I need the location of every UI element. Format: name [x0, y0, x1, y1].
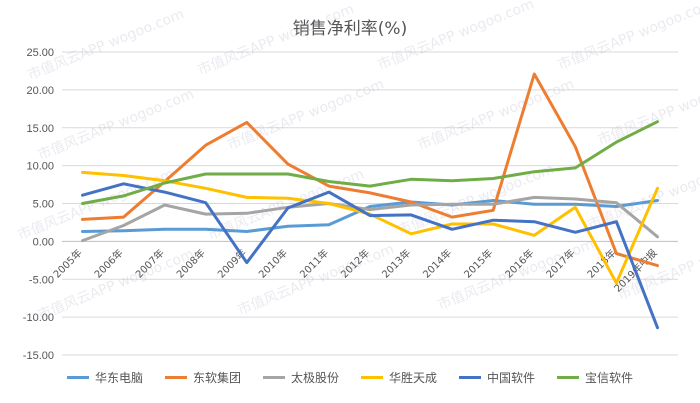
series-line — [81, 195, 659, 243]
watermark-text: 市值风云APP wogoo.com — [25, 5, 186, 83]
watermark-text: 市值风云APP wogoo.com — [35, 85, 196, 163]
legend-item: 中国软件 — [459, 369, 535, 386]
x-tick-label: 2014年 — [420, 246, 454, 280]
legend-item: 宝信软件 — [557, 369, 633, 386]
legend-label: 太极股份 — [290, 371, 339, 385]
y-tick-label: 25.00 — [26, 47, 54, 59]
x-tick-label: 2010年 — [256, 246, 290, 280]
x-tick-label: 2015年 — [461, 246, 495, 280]
legend-item: 华东电脑 — [66, 369, 143, 386]
chart-legend: 华东电脑 东软集团 太极股份 华胜天成 中国软件 宝信软件 — [0, 369, 700, 386]
y-tick-label: -15.00 — [23, 350, 54, 362]
legend-item: 太极股份 — [262, 369, 339, 386]
series-line — [81, 120, 659, 205]
x-tick-label: 2009年 — [215, 246, 249, 280]
watermark-text: 市值风云APP wogoo.com — [375, 0, 536, 74]
legend-label: 东软集团 — [192, 371, 241, 385]
legend-label: 宝信软件 — [585, 371, 634, 385]
watermark-text: 市值风云APP wogoo.com — [555, 0, 700, 74]
y-tick-label: 10.00 — [26, 161, 54, 173]
chart-title: 销售净利率(%) — [292, 19, 408, 39]
y-tick-label: -5.00 — [29, 274, 54, 286]
y-tick-label: 0.00 — [33, 236, 54, 248]
legend-label: 华胜天成 — [389, 371, 438, 385]
legend-swatch — [262, 376, 285, 379]
legend-item: 华胜天成 — [361, 369, 437, 386]
y-tick-label: 5.00 — [33, 199, 54, 211]
legend-swatch — [557, 376, 580, 379]
watermark-text: 市值风云APP wogoo.com — [225, 75, 386, 153]
y-tick-label: 20.00 — [26, 85, 54, 97]
watermark-text: 市值风云APP wogoo.com — [195, 0, 356, 78]
legend-swatch — [459, 376, 482, 379]
series-line — [81, 72, 659, 268]
y-tick-label: 15.00 — [26, 123, 54, 135]
watermark-text: 市值风云APP wogoo.com — [435, 235, 596, 313]
y-tick-label: -10.00 — [23, 312, 54, 324]
legend-swatch — [66, 376, 89, 379]
series-line — [81, 182, 659, 330]
watermark-text: 市值风云APP wogoo.com — [595, 70, 700, 148]
watermark-text: 市值风云APP wogoo.com — [415, 75, 576, 153]
legend-label: 华东电脑 — [94, 371, 143, 385]
legend-label: 中国软件 — [487, 371, 536, 385]
x-tick-label: 2005年 — [50, 246, 84, 280]
series-line — [81, 199, 659, 233]
legend-item: 东软集团 — [164, 369, 241, 386]
legend-swatch — [361, 376, 383, 379]
legend-swatch — [164, 376, 187, 379]
